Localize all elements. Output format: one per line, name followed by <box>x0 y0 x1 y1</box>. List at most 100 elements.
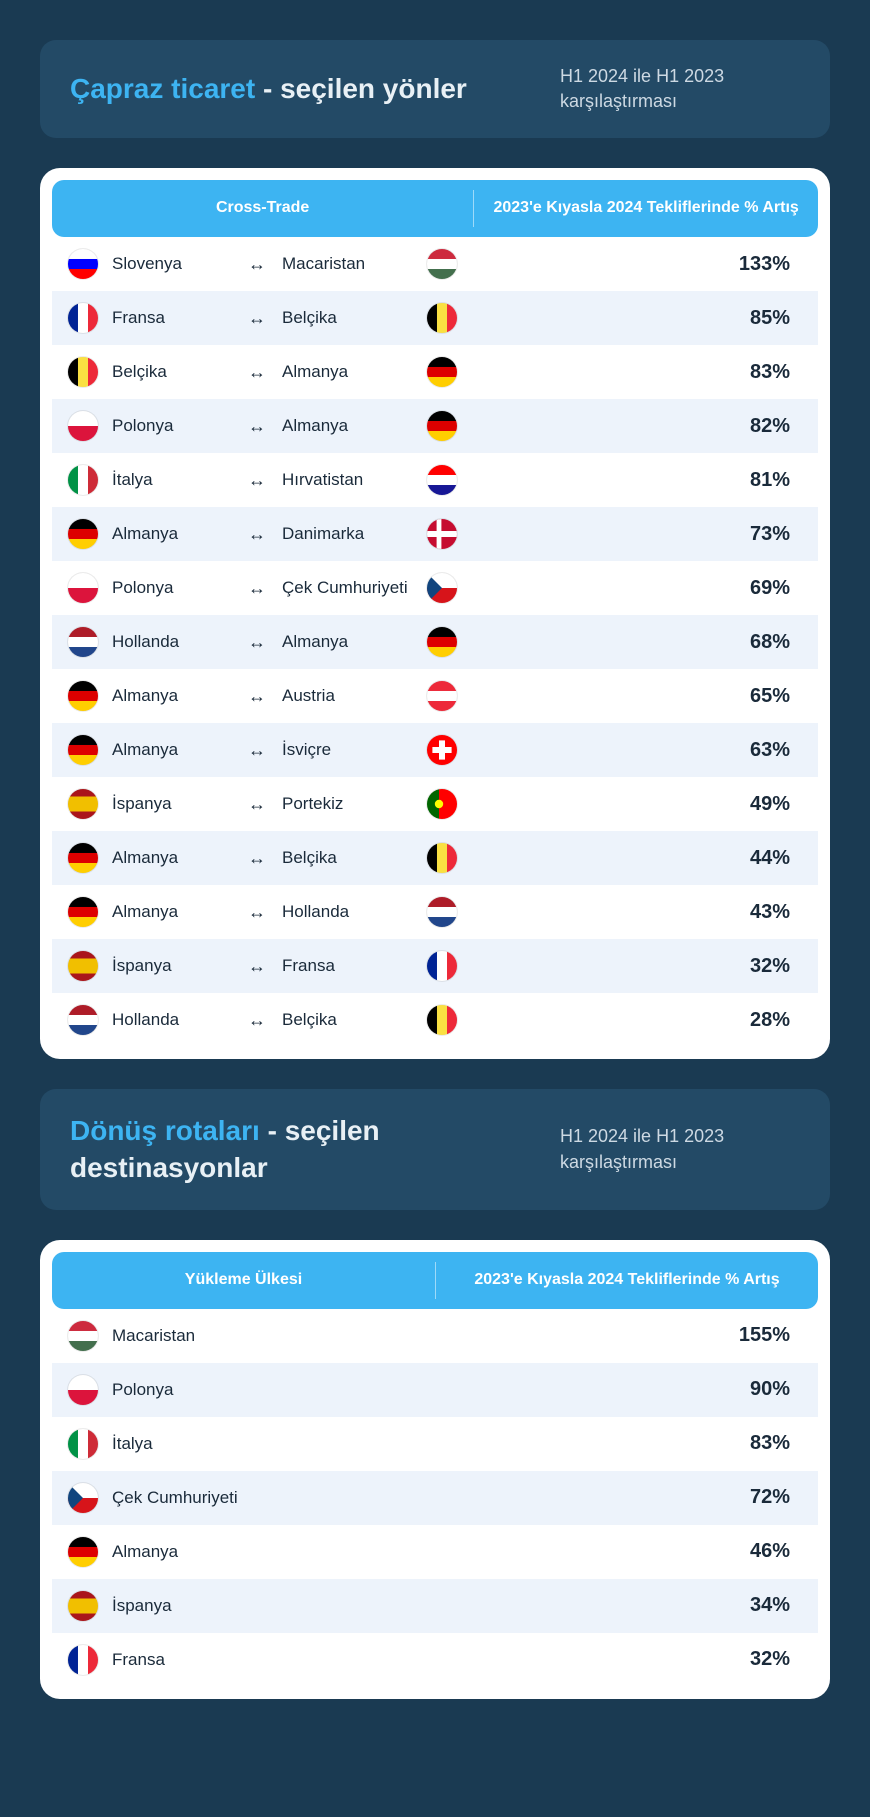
bidirectional-arrow-icon: ↔ <box>242 686 272 707</box>
col-cross-trade: Cross-Trade <box>52 180 473 237</box>
bidirectional-arrow-icon: ↔ <box>242 254 272 275</box>
flag-icon <box>427 465 457 495</box>
flag-icon <box>427 735 457 765</box>
route-cell: Belçika ↔ Almanya <box>52 347 473 397</box>
table-row: İspanya ↔ Fransa 32% <box>52 939 818 993</box>
table-row: Polonya ↔ Çek Cumhuriyeti 69% <box>52 561 818 615</box>
flag-icon <box>427 897 457 927</box>
bidirectional-arrow-icon: ↔ <box>242 902 272 923</box>
from-country: İspanya <box>112 794 232 814</box>
from-country: Hollanda <box>112 632 232 652</box>
pct-value: 63% <box>473 729 818 772</box>
bidirectional-arrow-icon: ↔ <box>242 848 272 869</box>
from-country: Almanya <box>112 686 232 706</box>
country-cell: İspanya <box>52 1581 435 1631</box>
to-country: Macaristan <box>282 254 413 274</box>
route-cell: Slovenya ↔ Macaristan <box>52 239 473 289</box>
country-cell: Almanya <box>52 1527 435 1577</box>
section2-subtitle: H1 2024 ile H1 2023 karşılaştırması <box>560 1124 800 1174</box>
from-country: Almanya <box>112 524 232 544</box>
from-country: Almanya <box>112 740 232 760</box>
route-cell: İspanya ↔ Portekiz <box>52 779 473 829</box>
pct-value: 155% <box>435 1314 818 1357</box>
section1-title-accent: Çapraz ticaret <box>70 73 255 104</box>
cross-trade-thead: Cross-Trade 2023'e Kıyasla 2024 Teklifle… <box>52 180 818 237</box>
table-row: Almanya ↔ Hollanda 43% <box>52 885 818 939</box>
flag-icon <box>68 357 98 387</box>
from-country: Polonya <box>112 416 232 436</box>
to-country: Almanya <box>282 362 413 382</box>
flag-icon <box>427 573 457 603</box>
flag-icon <box>68 897 98 927</box>
col-pct-increase: 2023'e Kıyasla 2024 Tekliflerinde % Artı… <box>474 180 818 237</box>
country-cell: Polonya <box>52 1365 435 1415</box>
country-cell: Macaristan <box>52 1311 435 1361</box>
country-name: Almanya <box>112 1542 178 1562</box>
route-cell: Polonya ↔ Almanya <box>52 401 473 451</box>
flag-icon <box>68 789 98 819</box>
from-country: Slovenya <box>112 254 232 274</box>
to-country: Almanya <box>282 632 413 652</box>
flag-icon <box>427 411 457 441</box>
table-row: Hollanda ↔ Almanya 68% <box>52 615 818 669</box>
from-country: Belçika <box>112 362 232 382</box>
route-cell: Fransa ↔ Belçika <box>52 293 473 343</box>
pct-value: 72% <box>435 1476 818 1519</box>
section1-subtitle: H1 2024 ile H1 2023 karşılaştırması <box>560 64 800 114</box>
flag-icon <box>68 573 98 603</box>
flag-icon <box>427 303 457 333</box>
flag-icon <box>68 1375 98 1405</box>
pct-value: 68% <box>473 621 818 664</box>
pct-value: 28% <box>473 999 818 1042</box>
to-country: İsviçre <box>282 740 413 760</box>
from-country: İtalya <box>112 470 232 490</box>
pct-value: 43% <box>473 891 818 934</box>
table-row: Almanya 46% <box>52 1525 818 1579</box>
flag-icon <box>68 411 98 441</box>
flag-icon <box>427 357 457 387</box>
pct-value: 85% <box>473 297 818 340</box>
table-row: İtalya ↔ Hırvatistan 81% <box>52 453 818 507</box>
route-cell: İtalya ↔ Hırvatistan <box>52 455 473 505</box>
flag-icon <box>427 681 457 711</box>
route-cell: Almanya ↔ Belçika <box>52 833 473 883</box>
table-row: Slovenya ↔ Macaristan 133% <box>52 237 818 291</box>
to-country: Çek Cumhuriyeti <box>282 578 413 598</box>
country-name: İspanya <box>112 1596 172 1616</box>
pct-value: 90% <box>435 1368 818 1411</box>
table-row: Hollanda ↔ Belçika 28% <box>52 993 818 1047</box>
pct-value: 81% <box>473 459 818 502</box>
pct-value: 32% <box>473 945 818 988</box>
section2-header: Dönüş rotaları - seçilen destinasyonlar … <box>40 1089 830 1210</box>
bidirectional-arrow-icon: ↔ <box>242 416 272 437</box>
flag-icon <box>68 249 98 279</box>
bidirectional-arrow-icon: ↔ <box>242 740 272 761</box>
section2-title: Dönüş rotaları - seçilen destinasyonlar <box>70 1113 490 1186</box>
return-routes-tbody: Macaristan 155% Polonya 90% İtalya 83% Ç… <box>52 1309 818 1687</box>
bidirectional-arrow-icon: ↔ <box>242 632 272 653</box>
from-country: İspanya <box>112 956 232 976</box>
bidirectional-arrow-icon: ↔ <box>242 578 272 599</box>
from-country: Polonya <box>112 578 232 598</box>
flag-icon <box>427 249 457 279</box>
pct-value: 32% <box>435 1638 818 1681</box>
country-cell: İtalya <box>52 1419 435 1469</box>
flag-icon <box>427 789 457 819</box>
pct-value: 49% <box>473 783 818 826</box>
to-country: Austria <box>282 686 413 706</box>
table-row: İspanya 34% <box>52 1579 818 1633</box>
bidirectional-arrow-icon: ↔ <box>242 524 272 545</box>
country-name: Çek Cumhuriyeti <box>112 1488 238 1508</box>
bidirectional-arrow-icon: ↔ <box>242 794 272 815</box>
country-cell: Çek Cumhuriyeti <box>52 1473 435 1523</box>
route-cell: Hollanda ↔ Belçika <box>52 995 473 1045</box>
table-row: Almanya ↔ Belçika 44% <box>52 831 818 885</box>
route-cell: Almanya ↔ Danimarka <box>52 509 473 559</box>
return-routes-table: Yükleme Ülkesi 2023'e Kıyasla 2024 Tekli… <box>40 1240 830 1699</box>
cross-trade-table: Cross-Trade 2023'e Kıyasla 2024 Teklifle… <box>40 168 830 1059</box>
to-country: Belçika <box>282 1010 413 1030</box>
route-cell: Almanya ↔ İsviçre <box>52 725 473 775</box>
return-routes-thead: Yükleme Ülkesi 2023'e Kıyasla 2024 Tekli… <box>52 1252 818 1309</box>
flag-icon <box>68 519 98 549</box>
from-country: Hollanda <box>112 1010 232 1030</box>
